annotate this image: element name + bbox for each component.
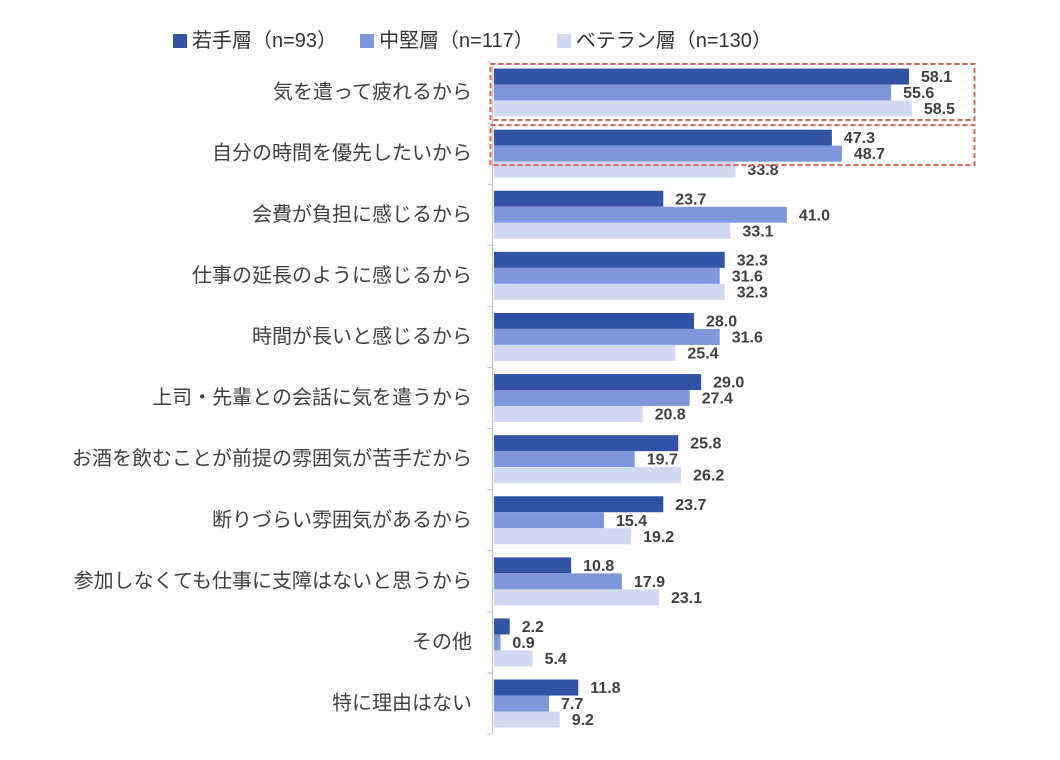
- bar-series3-cat2: [494, 161, 736, 178]
- bar-series2-cat8: [494, 512, 604, 529]
- data-label-series2-cat7: 19.7: [647, 452, 678, 469]
- bar-series2-cat2: [494, 145, 842, 162]
- data-label-series2-cat3: 41.0: [799, 207, 830, 224]
- category-labels: 気を遣って疲れるから自分の時間を優先したいから会費が負担に感じるから仕事の延長の…: [72, 81, 472, 715]
- data-label-series1-cat5: 28.0: [706, 313, 737, 330]
- data-label-series3-cat7: 26.2: [693, 468, 724, 485]
- category-label-2: 自分の時間を優先したいから: [212, 142, 472, 165]
- category-label-11: 特に理由はない: [332, 692, 472, 715]
- highlight-boxes: [489, 63, 976, 167]
- bar-series1-cat7: [494, 435, 679, 452]
- highlight-box-1: [489, 63, 976, 122]
- legend-swatch-1: [173, 34, 187, 48]
- data-label-series3-cat5: 25.4: [687, 345, 718, 362]
- category-label-10: その他: [412, 630, 472, 653]
- category-label-1: 気を遣って疲れるから: [273, 81, 472, 104]
- data-label-series2-cat4: 31.6: [732, 268, 763, 285]
- category-label-3: 会費が負担に感じるから: [252, 203, 472, 226]
- data-label-series3-cat3: 33.1: [742, 223, 773, 240]
- data-label-series2-cat11: 7.7: [561, 696, 583, 713]
- data-label-series1-cat10: 2.2: [522, 619, 544, 636]
- data-label-series3-cat11: 9.2: [572, 712, 594, 729]
- category-label-9: 参加しなくても仕事に支障はないと思うから: [74, 569, 472, 592]
- bar-series2-cat5: [494, 328, 720, 345]
- bar-series2-cat7: [494, 451, 635, 468]
- data-label-series2-cat1: 55.6: [903, 85, 934, 102]
- bar-series1-cat9: [494, 557, 572, 574]
- category-label-7: お酒を飲むことが前提の雰囲気が苦手だから: [72, 447, 472, 470]
- legend-swatch-2: [360, 34, 375, 48]
- legend: 若手層（n=93） 中堅層（n=117） ベテラン層（n=130）: [173, 30, 772, 52]
- data-label-series1-cat4: 32.3: [737, 252, 768, 269]
- bar-series3-cat7: [494, 467, 682, 484]
- bar-series1-cat8: [494, 496, 664, 513]
- legend-label-3: ベテラン層（n=130）: [575, 30, 772, 52]
- data-label-series3-cat10: 5.4: [545, 651, 567, 668]
- bar-series1-cat1: [494, 68, 909, 85]
- bar-series3-cat8: [494, 528, 632, 545]
- data-label-series2-cat5: 31.6: [732, 329, 763, 346]
- bar-series2-cat1: [494, 84, 892, 101]
- bar-series1-cat2: [494, 129, 832, 146]
- category-label-6: 上司・先輩との会話に気を遣うから: [152, 386, 472, 409]
- data-label-series1-cat6: 29.0: [713, 375, 744, 392]
- legend-swatch-3: [556, 34, 571, 48]
- data-label-series1-cat9: 10.8: [583, 558, 614, 575]
- data-label-series2-cat10: 0.9: [512, 635, 534, 652]
- data-label-series2-cat6: 27.4: [702, 391, 733, 408]
- bar-series1-cat3: [494, 190, 664, 207]
- data-label-series3-cat8: 19.2: [643, 529, 674, 546]
- bar-series3-cat4: [494, 283, 725, 300]
- bar-series3-cat5: [494, 344, 676, 361]
- data-label-series2-cat9: 17.9: [634, 574, 665, 591]
- legend-item-3: ベテラン層（n=130）: [556, 30, 772, 52]
- data-label-series2-cat8: 15.4: [616, 513, 647, 530]
- data-label-series1-cat1: 58.1: [921, 69, 952, 86]
- data-label-series1-cat8: 23.7: [675, 497, 706, 514]
- data-label-series3-cat1: 58.5: [924, 101, 955, 118]
- bar-series1-cat6: [494, 374, 702, 391]
- bar-series3-cat6: [494, 406, 643, 423]
- bar-series2-cat9: [494, 573, 622, 590]
- bar-series3-cat11: [494, 711, 560, 728]
- category-label-4: 仕事の延長のように感じるから: [192, 264, 472, 287]
- category-label-5: 時間が長いと感じるから: [252, 325, 472, 348]
- bar-series2-cat6: [494, 390, 690, 407]
- bar-series3-cat10: [494, 650, 533, 667]
- legend-label-1: 若手層（n=93）: [192, 30, 338, 52]
- legend-item-1: 若手層（n=93）: [173, 30, 337, 52]
- bar-series1-cat11: [494, 679, 579, 696]
- bar-series3-cat1: [494, 100, 912, 117]
- bar-series2-cat11: [494, 695, 549, 712]
- data-label-series3-cat2: 33.8: [747, 162, 778, 179]
- legend-item-2: 中堅層（n=117）: [360, 30, 534, 52]
- bar-series3-cat9: [494, 589, 659, 606]
- bar-series1-cat4: [494, 251, 725, 268]
- data-label-series3-cat6: 20.8: [655, 407, 686, 424]
- legend-label-2: 中堅層（n=117）: [379, 30, 534, 52]
- bars: [494, 68, 912, 728]
- data-label-series3-cat9: 23.1: [671, 590, 702, 607]
- bar-series2-cat10: [494, 634, 501, 651]
- data-label-series1-cat2: 47.3: [844, 130, 875, 147]
- data-labels: 58.155.658.5 47.348.7 33.8 23.7 41.0 33.1 32.3…: [512, 69, 955, 729]
- bar-series3-cat3: [494, 222, 731, 239]
- data-label-series1-cat3: 23.7: [675, 191, 706, 208]
- bar-series2-cat3: [494, 206, 787, 223]
- y-axis: [487, 61, 493, 735]
- highlight-box-2: [489, 124, 976, 167]
- data-label-series3-cat4: 32.3: [737, 284, 768, 301]
- bar-series1-cat5: [494, 312, 694, 329]
- bar-series1-cat10: [494, 618, 510, 635]
- data-label-series2-cat2: 48.7: [854, 146, 885, 163]
- bar-series2-cat4: [494, 267, 720, 284]
- data-label-series1-cat7: 25.8: [690, 436, 721, 453]
- category-label-8: 断りづらい雰囲気があるから: [212, 508, 472, 531]
- data-label-series1-cat11: 11.8: [590, 680, 620, 697]
